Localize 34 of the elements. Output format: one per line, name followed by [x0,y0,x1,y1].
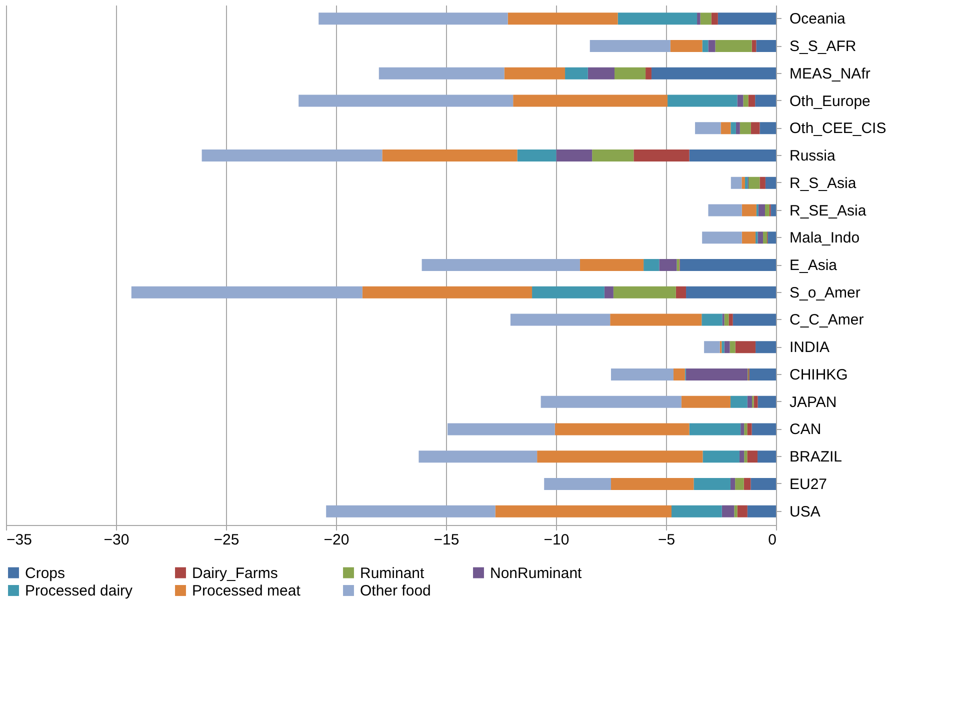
x-tick-label: −20 [324,532,350,548]
legend-label: NonRuminant [490,564,583,582]
legend-label: Ruminant [360,564,426,582]
y-tick-label: S_S_AFR [790,38,856,56]
y-tick-label: Oceania [790,10,846,28]
x-tick-label: −25 [214,532,240,548]
x-tick-label: −5 [658,532,676,548]
y-tick-label: BRAZIL [790,448,842,466]
legend-label: Processed meat [192,582,302,600]
y-tick-label: USA [790,503,820,520]
x-tick-label: −15 [434,532,460,548]
y-tick-label: CAN [790,421,822,438]
x-tick-label: −10 [544,532,570,548]
legend-label: Processed dairy [25,582,134,600]
x-tick-label: −35 [6,532,32,548]
y-tick-label: INDIA [790,339,830,356]
x-tick-label: 0 [768,532,776,548]
y-tick-label: Mala_Indo [790,230,860,247]
y-tick-label: JAPAN [790,394,837,411]
y-tick-label: MEAS_NAfr [790,65,870,82]
legend-label: Dairy_Farms [192,564,278,582]
y-tick-label: Oth_CEE_CIS [790,120,886,138]
y-tick-label: Russia [790,148,836,165]
y-tick-label: S_o_Amer [790,284,860,302]
y-tick-label: R_S_Asia [790,174,857,192]
y-tick-label: C_C_Amer [790,312,864,329]
y-tick-label: EU27 [790,476,828,493]
legend-label: Other food [360,582,431,600]
x-tick-label: −30 [104,532,130,548]
y-tick-label: E_Asia [790,257,838,274]
y-tick-label: Oth_Europe [790,92,870,110]
y-tick-label: R_SE_Asia [790,202,867,220]
y-tick-label: CHIHKG [790,366,848,384]
legend-label: Crops [25,564,66,582]
